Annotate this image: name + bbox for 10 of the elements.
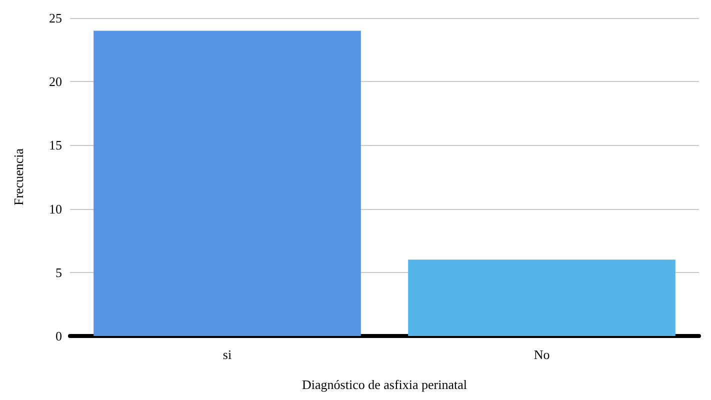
y-tick-label: 15 [49, 138, 62, 153]
y-tick-label: 10 [49, 201, 62, 216]
y-tick-label: 5 [56, 264, 62, 280]
y-tick-label: 20 [49, 74, 62, 90]
y-axis-title: Frecuencia [11, 148, 26, 206]
y-tick-label: 0 [56, 328, 62, 344]
y-tick-label: 25 [49, 10, 62, 26]
x-axis-title: Diagnóstico de asfixia perinatal [302, 377, 468, 392]
x-tick-label: si [222, 347, 232, 362]
x-tick-label: No [534, 347, 550, 362]
